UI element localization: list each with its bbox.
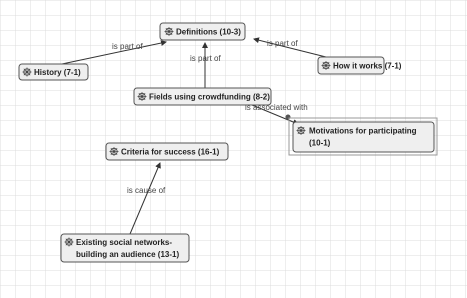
edge xyxy=(61,40,167,65)
selection-frame xyxy=(288,117,438,156)
node-label: How it works (7-1) xyxy=(333,62,402,71)
edge xyxy=(251,104,299,125)
edge-handle xyxy=(285,114,291,120)
node-label: Motivations for participating xyxy=(309,127,417,136)
node-label: Criteria for success (16-1) xyxy=(121,148,220,157)
edge-label: is cause of xyxy=(127,186,166,195)
edge xyxy=(253,37,331,59)
node[interactable]: How it works (7-1) xyxy=(317,56,402,75)
node-label: building an audience (13-1) xyxy=(76,250,179,259)
node[interactable]: Criteria for success (16-1) xyxy=(105,142,229,161)
node[interactable]: Existing social networks- building an au… xyxy=(60,233,190,263)
edge-label: is part of xyxy=(112,42,143,51)
edge-label: is part of xyxy=(267,39,298,48)
edge xyxy=(129,162,161,235)
node[interactable]: History (7-1) xyxy=(18,63,89,81)
edge-label: is part of xyxy=(190,54,221,63)
node-label: History (7-1) xyxy=(34,68,81,77)
node[interactable]: Definitions (10-3) xyxy=(159,22,246,41)
node-label: (10-1) xyxy=(309,139,331,148)
node-label: Existing social networks- xyxy=(76,238,172,247)
node-label: Definitions (10-3) xyxy=(176,28,241,37)
edge-label: is associated with xyxy=(245,103,308,112)
node-label: Fields using crowdfunding (8-2) xyxy=(149,93,270,102)
node[interactable]: Fields using crowdfunding (8-2) xyxy=(133,87,272,106)
node[interactable]: Motivations for participating (10-1) xyxy=(288,117,438,156)
